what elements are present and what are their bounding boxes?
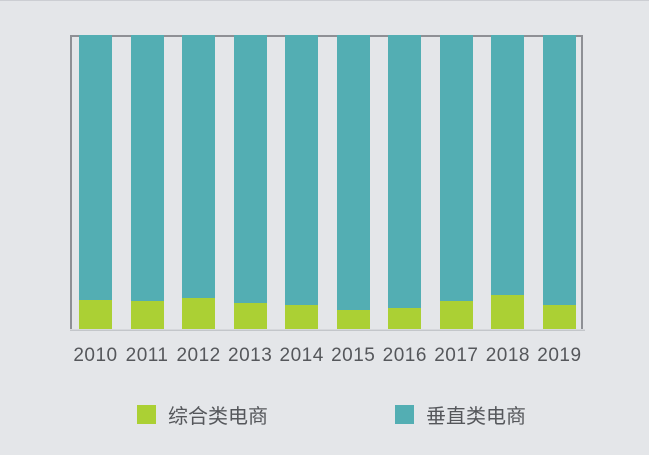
bar-column-2010 [79, 35, 112, 329]
x-axis-label: 2012 [176, 345, 221, 366]
x-axis-label: 2015 [331, 345, 376, 366]
x-axis-label-cell: 2010 [73, 345, 117, 367]
bar-column-2015 [336, 35, 370, 329]
bar-segment-vertical [182, 35, 216, 299]
bar-segment-vertical [388, 35, 422, 308]
x-axis-label-cell: 2017 [434, 345, 478, 367]
x-axis-label-cell: 2014 [280, 345, 324, 367]
bar-column-2011 [130, 35, 164, 329]
x-axis-label: 2018 [485, 345, 531, 366]
bar-segment-vertical [130, 35, 164, 302]
bar-segment-comprehensive [336, 309, 370, 329]
legend-label-vertical: 垂直类电商 [426, 405, 526, 428]
x-axis-label-cell: 2013 [228, 345, 272, 367]
bar-segment-comprehensive [542, 304, 576, 329]
top-rule [0, 0, 649, 1]
x-axis-labels: 2010 2011 2012 2013 2014 2015 2016 2017 2018 2019 [70, 345, 583, 367]
bar-column-2012 [182, 35, 216, 329]
plot-area [70, 35, 583, 329]
legend-label-comprehensive: 综合类电商 [168, 405, 268, 428]
bar-segment-vertical [233, 35, 267, 303]
x-axis-label: 2017 [434, 345, 479, 366]
x-axis-label-cell: 2018 [486, 345, 530, 367]
bar-segment-vertical [542, 35, 576, 305]
x-axis-label: 2019 [537, 345, 582, 366]
x-axis-label-cell: 2011 [126, 345, 168, 367]
x-axis-label: 2014 [279, 345, 324, 366]
x-axis-label-cell: 2015 [331, 345, 375, 367]
bar-segment-comprehensive [388, 307, 422, 329]
legend-item-vertical: 垂直类电商 [395, 402, 526, 428]
bar-column-2013 [233, 35, 267, 329]
plot-frame-left [70, 35, 72, 329]
x-axis-line-shadow [70, 330, 585, 331]
x-axis-label: 2016 [382, 345, 427, 366]
bar-column-2016 [388, 35, 422, 329]
x-axis-label: 2010 [73, 345, 118, 366]
legend-swatch-teal [395, 404, 414, 424]
x-axis-line [70, 329, 585, 330]
bar-segment-comprehensive [491, 295, 525, 329]
bar-segment-comprehensive [182, 298, 216, 329]
x-axis-label: 2011 [125, 345, 169, 366]
bar-column-2019 [542, 35, 576, 329]
bars-container [70, 35, 583, 329]
legend-swatch-green [137, 404, 156, 424]
bar-column-2014 [285, 35, 319, 329]
x-axis-label-cell: 2012 [176, 345, 220, 367]
bar-segment-vertical [79, 35, 112, 300]
bar-segment-comprehensive [439, 301, 473, 329]
plot-frame-right [581, 35, 583, 329]
bar-segment-comprehensive [130, 301, 164, 329]
bar-column-2018 [491, 35, 525, 329]
legend-item-comprehensive: 综合类电商 [137, 402, 268, 428]
bar-segment-vertical [491, 35, 525, 296]
bar-segment-comprehensive [79, 299, 112, 329]
x-axis-label: 2013 [228, 345, 273, 366]
bar-segment-vertical [439, 35, 473, 302]
x-axis-label-cell: 2019 [537, 345, 581, 367]
bar-segment-comprehensive [285, 304, 319, 329]
bar-segment-vertical [285, 35, 319, 305]
x-axis-label-cell: 2016 [383, 345, 427, 367]
bar-segment-comprehensive [233, 302, 267, 329]
plot-frame-top [70, 35, 583, 37]
bar-segment-vertical [336, 35, 370, 310]
bar-column-2017 [439, 35, 473, 329]
